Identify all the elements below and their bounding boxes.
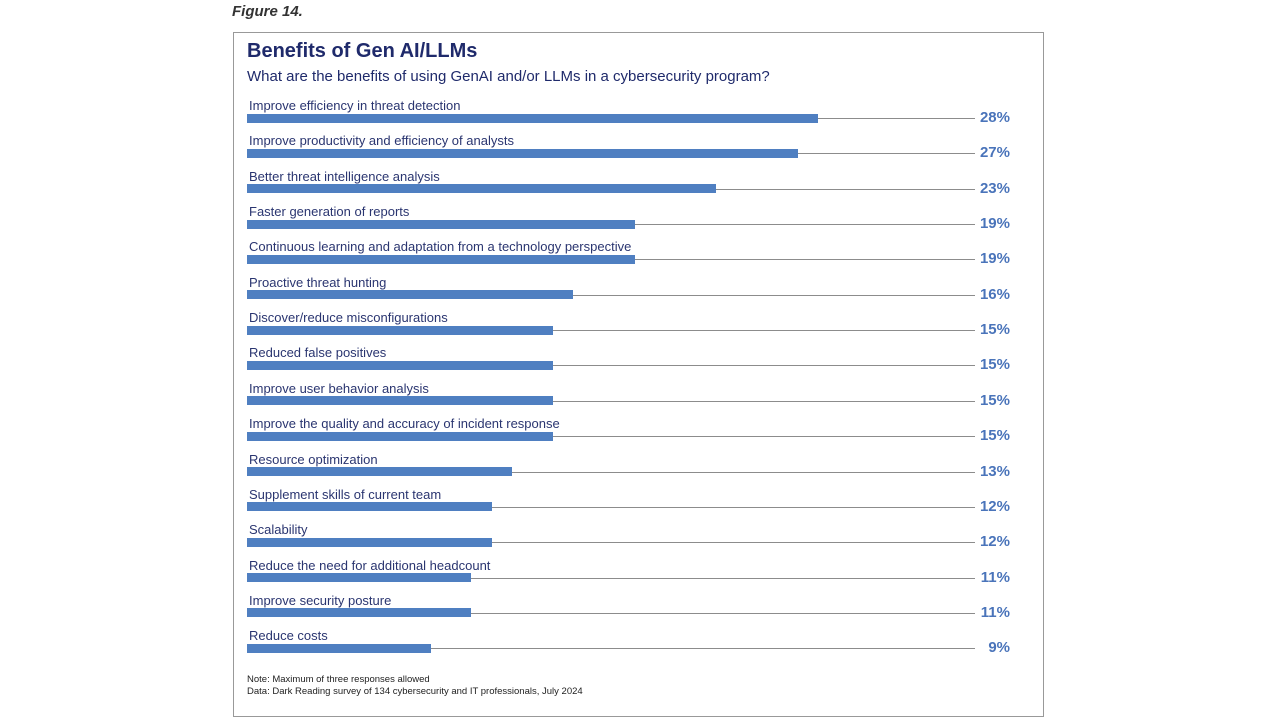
bar-track xyxy=(247,577,975,579)
value-label: 12% xyxy=(979,533,1010,551)
category-label: Proactive threat hunting xyxy=(249,274,387,290)
category-label: Continuous learning and adaptation from … xyxy=(249,239,632,255)
bar xyxy=(247,431,553,441)
category-label: Scalability xyxy=(249,522,308,538)
category-label: Improve user behavior analysis xyxy=(249,380,429,396)
category-label: Better threat intelligence analysis xyxy=(249,168,440,184)
category-label: Improve the quality and accuracy of inci… xyxy=(249,416,560,432)
bar xyxy=(247,502,492,512)
bar-track xyxy=(247,506,975,508)
value-label: 11% xyxy=(980,603,1010,621)
bar xyxy=(247,467,513,476)
value-label: 11% xyxy=(980,568,1010,586)
bar xyxy=(247,148,798,158)
bar-track xyxy=(247,542,975,544)
value-label: 15% xyxy=(979,356,1010,374)
category-label: Discover/reduce misconfigurations xyxy=(249,310,448,326)
value-label: 28% xyxy=(979,109,1010,126)
chart-subtitle: What are the benefits of using GenAI and… xyxy=(247,68,770,85)
bar xyxy=(247,537,492,547)
value-label: 15% xyxy=(979,391,1010,409)
bar-track xyxy=(247,648,975,650)
value-label: 19% xyxy=(979,215,1010,233)
bar xyxy=(247,643,431,653)
value-label: 12% xyxy=(979,497,1010,515)
bar xyxy=(247,290,574,300)
bar xyxy=(247,325,553,335)
chart-title: Benefits of Gen AI/LLMs xyxy=(247,40,478,62)
value-label: 9% xyxy=(988,639,1010,657)
category-label: Reduce costs xyxy=(249,628,328,644)
category-label: Improve efficiency in threat detection xyxy=(249,98,461,113)
bar-track xyxy=(247,365,975,367)
category-label: Resource optimization xyxy=(249,451,378,467)
bar xyxy=(247,396,553,406)
category-label: Supplement skills of current team xyxy=(249,486,442,502)
bar-track xyxy=(247,294,975,296)
bar xyxy=(247,573,472,583)
chart-frame xyxy=(233,32,1044,717)
category-label: Reduced false positives xyxy=(249,345,387,361)
value-label: 16% xyxy=(979,285,1010,303)
value-label: 27% xyxy=(979,144,1010,162)
value-label: 13% xyxy=(979,462,1010,480)
bar-track xyxy=(247,400,975,402)
bar-track xyxy=(247,330,975,332)
bar xyxy=(247,608,472,618)
bar-track xyxy=(247,612,975,614)
bar-track xyxy=(247,471,975,473)
value-label: 15% xyxy=(979,427,1010,445)
value-label: 19% xyxy=(979,250,1010,268)
figure-label: Figure 14. xyxy=(232,3,303,20)
bar xyxy=(247,113,819,123)
note-text: Note: Maximum of three responses allowed xyxy=(247,674,430,685)
data-source-text: Data: Dark Reading survey of 134 cyberse… xyxy=(247,686,583,697)
bar-track xyxy=(247,436,975,438)
category-label: Improve security posture xyxy=(249,592,392,608)
bar xyxy=(247,360,553,370)
bar xyxy=(247,184,717,194)
category-label: Faster generation of reports xyxy=(249,204,410,220)
bar xyxy=(247,219,635,229)
value-label: 15% xyxy=(979,321,1010,339)
value-label: 23% xyxy=(979,179,1010,197)
category-label: Reduce the need for additional headcount xyxy=(249,557,491,573)
category-label: Improve productivity and efficiency of a… xyxy=(249,133,514,149)
bar xyxy=(247,254,635,264)
